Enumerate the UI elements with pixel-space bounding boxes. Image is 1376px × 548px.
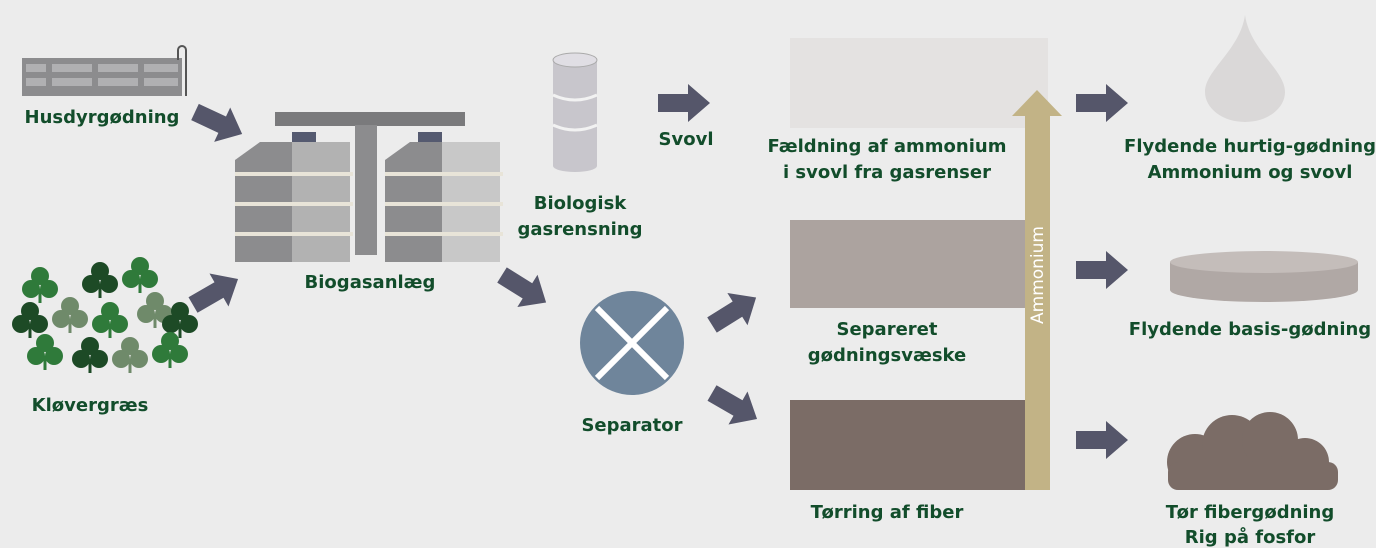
process-box: [790, 220, 1048, 308]
gas-cleaning-label: Biologisk: [534, 193, 628, 214]
product-label: Flydende basis-gødning: [1129, 319, 1371, 340]
process-label: gødningsvæske: [808, 345, 967, 366]
input-label: Kløvergræs: [32, 395, 149, 416]
process-label: i svovl fra gasrenser: [783, 162, 991, 183]
disk-icon: [1170, 251, 1358, 302]
process-label: Tørring af fiber: [811, 502, 964, 523]
process-label: Fældning af ammonium: [768, 136, 1007, 157]
ammonium-label: Ammonium: [1028, 226, 1048, 324]
process-label: Separeret: [837, 319, 938, 340]
separator-icon: [580, 291, 684, 395]
sulfur-label: Svovl: [659, 129, 714, 150]
product-label: Flydende hurtig-gødning: [1124, 136, 1376, 157]
process-box: [790, 400, 1048, 490]
gas-cleaning-icon: [553, 53, 597, 172]
gas-cleaning-label: gasrensning: [517, 219, 642, 240]
separator-label: Separator: [581, 415, 682, 436]
process-box: [790, 38, 1048, 128]
product-label: Tør fibergødning: [1166, 502, 1335, 523]
plant-label: Biogasanlæg: [305, 272, 436, 293]
product-label: Rig på fosfor: [1185, 526, 1316, 548]
product-label: Ammonium og svovl: [1148, 162, 1353, 183]
diagram: Husdyrgødning Kløvergræs Biogasanlæg: [0, 0, 1376, 548]
input-label: Husdyrgødning: [25, 107, 180, 128]
